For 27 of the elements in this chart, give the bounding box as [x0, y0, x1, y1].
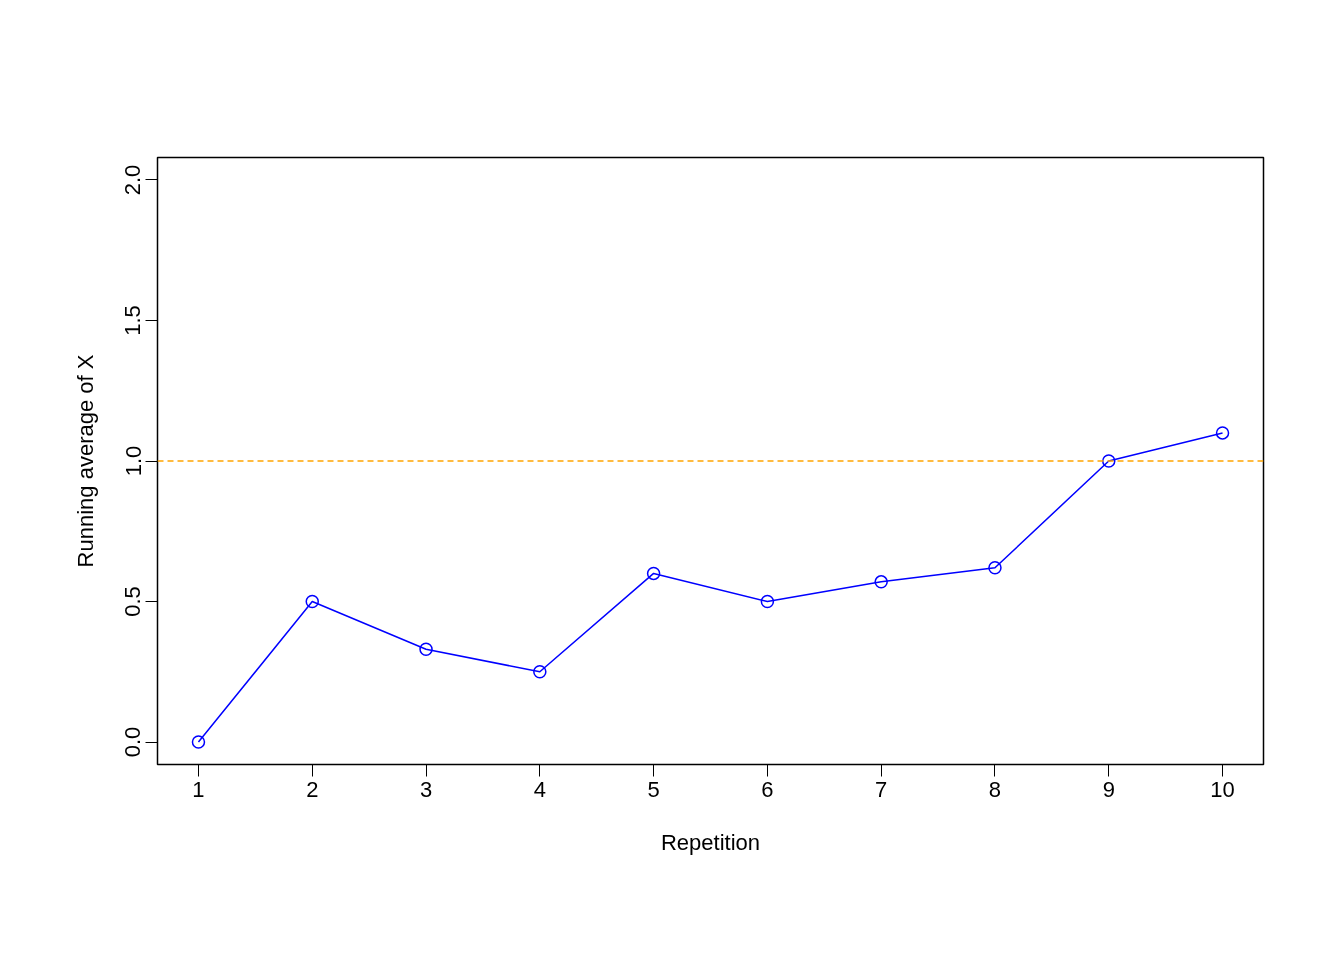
point	[1215, 426, 1230, 440]
x-axis-title: Repetition	[660, 829, 761, 855]
point	[1102, 454, 1116, 468]
y-tick-label: 0.5	[120, 586, 146, 617]
x-tick-label: 9	[1102, 776, 1115, 802]
y-tick-label: 1.0	[120, 445, 146, 477]
x-tick-label: 7	[875, 776, 888, 802]
point	[305, 594, 319, 609]
point	[874, 575, 888, 589]
y-axis-title: Running average of X	[72, 354, 98, 568]
x-tick-label: 5	[647, 776, 660, 802]
y-tick-label: 0.0	[120, 726, 146, 758]
x-tick-label: 10	[1210, 776, 1235, 802]
point	[988, 561, 1002, 575]
x-tick-label: 2	[306, 776, 319, 802]
x-tick-label: 3	[419, 776, 433, 802]
point	[533, 665, 547, 679]
x-tick-label: 8	[988, 776, 1002, 802]
point	[419, 642, 433, 657]
x-tick-label: 4	[533, 776, 546, 802]
point	[191, 735, 206, 749]
x-tick-label: 1	[192, 776, 205, 802]
x-tick-label: 6	[761, 776, 774, 802]
point	[760, 594, 775, 609]
y-tick-label: 2.0	[120, 164, 146, 196]
point	[646, 566, 661, 581]
y-tick-label: 1.5	[120, 305, 146, 336]
